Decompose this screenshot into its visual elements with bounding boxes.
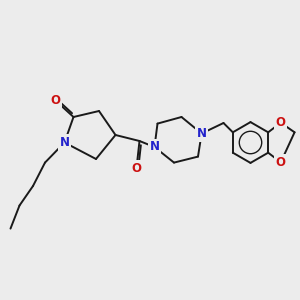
Text: O: O — [276, 116, 286, 129]
Text: O: O — [276, 156, 286, 169]
Text: O: O — [50, 94, 61, 107]
Text: N: N — [59, 136, 70, 149]
Text: O: O — [131, 161, 142, 175]
Text: N: N — [149, 140, 160, 154]
Text: N: N — [196, 127, 207, 140]
